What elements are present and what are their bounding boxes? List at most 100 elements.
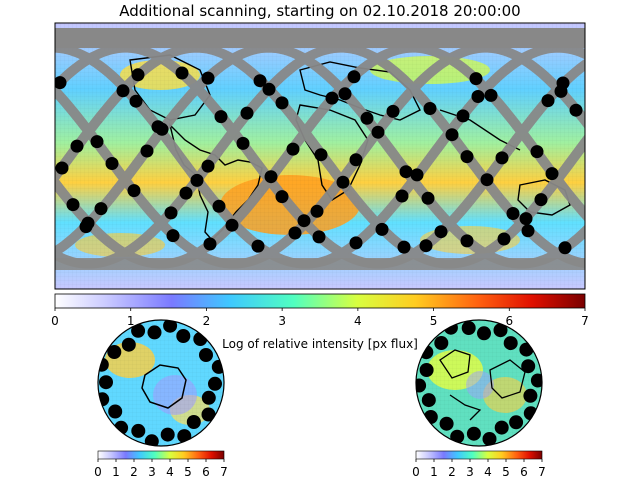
scan-point (471, 90, 485, 103)
scan-point (116, 84, 130, 98)
scan-point (336, 175, 350, 189)
main-colorbar-tick-label: 4 (354, 314, 362, 328)
scan-point (423, 102, 437, 115)
scan-point (371, 125, 385, 139)
scan-point (251, 239, 265, 253)
scan-point (386, 104, 400, 118)
scan-point (236, 136, 250, 150)
south-scan-point (121, 337, 136, 352)
north-colorbar-tick-label: 2 (448, 465, 456, 479)
north-scan-point (493, 323, 508, 338)
main-colorbar-tick-label: 3 (278, 314, 286, 328)
scan-point (55, 76, 67, 90)
scan-point (286, 142, 300, 156)
scan-point (506, 207, 520, 220)
scan-track-south-band (55, 258, 585, 270)
scan-point (434, 225, 448, 239)
scan-point (310, 204, 324, 218)
north-scan-point (482, 432, 497, 446)
scan-point (131, 68, 145, 82)
scan-point (399, 165, 413, 179)
scan-point (349, 236, 363, 250)
main-colorbar-tick-label: 2 (203, 314, 211, 328)
scan-point (166, 229, 180, 243)
south-scan-point (108, 404, 123, 419)
scan-point (541, 94, 555, 108)
main-colorbar-tick-label: 5 (430, 314, 438, 328)
scan-point (569, 103, 583, 117)
north-colorbar-tick-label: 4 (484, 465, 492, 479)
scan-point (264, 170, 278, 184)
scan-point (325, 91, 339, 105)
scan-point (55, 161, 69, 175)
north-polar-frame (415, 319, 543, 447)
south-scan-point (199, 348, 213, 362)
scan-point (212, 199, 226, 213)
north-polar-map (415, 319, 543, 447)
scan-point (70, 139, 84, 153)
south-scan-point (99, 375, 113, 390)
scan-point (155, 122, 169, 136)
scan-point (129, 94, 143, 108)
scan-point (556, 76, 570, 90)
scan-point (347, 70, 361, 84)
scan-point (140, 144, 154, 158)
scan-point (360, 111, 374, 125)
scan-point (484, 88, 498, 102)
south-colorbar-tick-label: 0 (94, 465, 102, 479)
north-scan-point (419, 363, 434, 377)
south-scan-point (160, 427, 175, 442)
scan-point (105, 157, 119, 170)
north-scan-points (416, 320, 542, 446)
south-colorbar-tick-label: 5 (184, 465, 192, 479)
figure-title: Additional scanning, starting on 02.10.2… (119, 2, 520, 20)
north-scan-point (450, 429, 465, 444)
north-scan-point (523, 388, 538, 403)
scan-point (410, 168, 424, 182)
scan-point (312, 230, 326, 244)
scan-point (456, 109, 470, 123)
south-scan-point (201, 407, 216, 422)
scan-point (558, 241, 572, 255)
scan-point (349, 153, 363, 167)
scan-point (521, 224, 535, 238)
scan-point (495, 151, 509, 165)
main-colorbar-tick-label: 7 (581, 314, 589, 328)
south-scan-point (163, 320, 178, 333)
main-colorbar-label: Log of relative intensity [px flux] (222, 337, 418, 351)
south-scan-point (208, 376, 222, 391)
north-scan-point (421, 393, 436, 408)
south-colorbar-tick-label: 6 (202, 465, 210, 479)
north-scan-point (519, 342, 534, 357)
south-colorbar-gradient (97, 450, 225, 460)
north-scan-point (466, 426, 481, 441)
scan-point (275, 190, 289, 204)
south-scan-point (201, 390, 216, 405)
north-colorbar-tick-label: 7 (538, 465, 546, 479)
scan-point (421, 191, 435, 205)
scan-point (190, 173, 204, 187)
scan-track-north-band (55, 28, 585, 48)
scan-point (201, 159, 215, 173)
scan-point (225, 218, 239, 232)
south-colorbar-tick-label: 2 (130, 465, 138, 479)
scan-point (397, 240, 411, 254)
main-colorbar-tick-label: 1 (127, 314, 135, 328)
south-scan-point (107, 345, 122, 359)
scan-point (179, 186, 193, 200)
north-polar-grid (416, 320, 542, 446)
main-map-frame (54, 22, 586, 290)
scan-point (460, 150, 474, 164)
south-scan-point (211, 359, 224, 374)
scan-point (240, 106, 254, 120)
scan-point (201, 71, 215, 85)
north-scan-point (521, 359, 536, 374)
north-scan-point (494, 420, 509, 435)
north-colorbar-tick-label: 1 (430, 465, 438, 479)
scan-track (55, 43, 585, 269)
north-colorbar-tick-label: 6 (520, 465, 528, 479)
scan-point (214, 110, 228, 124)
